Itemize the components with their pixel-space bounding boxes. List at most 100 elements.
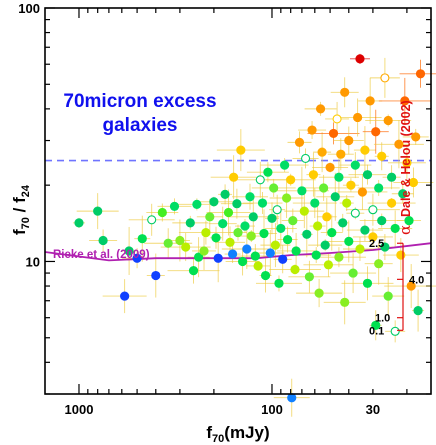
data-point: [374, 183, 384, 193]
data-point: [294, 137, 305, 147]
data-point: [232, 199, 242, 209]
x-axis-title-sub: 70: [212, 433, 224, 445]
x-axis-title: f70(mJy): [206, 423, 269, 445]
x-axis-title-rest: (mJy): [224, 423, 269, 442]
data-point-open: [301, 153, 311, 163]
plot-layer: 1000 100 30 10 100 2.5 4.0 1.00.1: [18, 1, 436, 417]
data-point: [400, 96, 410, 106]
data-point: [248, 212, 258, 222]
data-point: [310, 198, 320, 208]
data-point: [253, 261, 263, 271]
data-point: [346, 180, 356, 190]
data-point: [260, 270, 271, 281]
data-point: [390, 223, 400, 234]
chart-title-line1: 70micron excess: [63, 91, 216, 112]
x-tick-label: 100: [261, 402, 283, 417]
data-point: [330, 192, 340, 202]
data-point: [276, 223, 286, 234]
data-point: [411, 132, 421, 142]
data-point: [344, 236, 354, 246]
data-point: [357, 187, 368, 197]
data-point: [317, 147, 327, 157]
data-point: [383, 115, 393, 126]
data-point: [280, 160, 290, 170]
data-point: [387, 172, 397, 182]
data-point: [93, 206, 103, 216]
data-point: [377, 151, 387, 161]
data-point: [188, 266, 199, 276]
data-point: [334, 252, 344, 262]
data-point: [304, 272, 314, 282]
data-point: [374, 259, 384, 269]
data-point: [344, 135, 354, 146]
data-point: [396, 250, 406, 260]
dale-alpha-label: 4.0: [409, 274, 424, 286]
data-point: [383, 291, 393, 301]
data-point: [323, 260, 334, 270]
data-point: [209, 197, 219, 207]
data-point: [413, 305, 423, 316]
data-point: [227, 249, 238, 259]
data-point: [362, 170, 373, 180]
y-tick-label: 100: [18, 1, 40, 16]
data-point: [74, 218, 84, 228]
data-point: [297, 186, 307, 196]
data-point: [163, 238, 173, 248]
data-point: [237, 256, 248, 267]
data-point: [194, 252, 204, 262]
data-point: [406, 281, 416, 291]
y-axis-title-main: f: [10, 229, 29, 235]
data-point: [201, 227, 211, 238]
data-point: [368, 232, 378, 242]
dale-helou-label: Dale & Helou (2002): [399, 100, 413, 217]
data-point: [353, 112, 363, 123]
data-point: [394, 139, 404, 149]
data-point: [387, 198, 397, 208]
data-point-open: [255, 175, 265, 185]
data-point: [365, 96, 375, 106]
data-point: [132, 253, 142, 263]
data-point: [175, 235, 185, 246]
data-point: [371, 320, 381, 330]
data-point: [225, 237, 235, 247]
data-point: [380, 242, 390, 252]
data-point: [124, 246, 134, 256]
data-point: [169, 201, 180, 211]
plot-frame: [44, 7, 432, 395]
data-point: [325, 162, 335, 173]
data-point: [404, 215, 414, 226]
data-point: [211, 233, 221, 243]
data-point: [223, 207, 234, 218]
data-point: [286, 175, 296, 185]
data-point: [415, 69, 426, 79]
x-tick-label: 1000: [65, 402, 94, 417]
data-point: [377, 215, 387, 226]
data-point: [192, 199, 202, 209]
data-point: [199, 246, 209, 256]
data-point: [360, 145, 370, 155]
data-point: [245, 192, 255, 202]
data-point-open: [380, 73, 390, 83]
data-point: [281, 193, 292, 203]
data-point: [362, 278, 373, 288]
data-point: [246, 231, 256, 241]
data-point: [355, 54, 365, 64]
data-point: [269, 183, 279, 193]
data-point: [229, 172, 239, 182]
data-point: [302, 229, 312, 239]
dale-helou-label-group: α Dale & Helou (2002): [396, 100, 414, 235]
dale-helou-alpha: α: [396, 225, 414, 235]
data-point: [340, 297, 350, 307]
data-point: [291, 246, 301, 256]
data-point: [263, 167, 273, 177]
data-point: [151, 270, 161, 281]
data-point: [342, 198, 352, 208]
data-point: [213, 253, 223, 263]
data-point: [233, 227, 243, 238]
data-point-open: [147, 215, 157, 225]
y-tick-label: 10: [26, 254, 40, 269]
data-point: [334, 172, 344, 182]
data-point: [220, 189, 230, 199]
data-point: [408, 177, 419, 188]
